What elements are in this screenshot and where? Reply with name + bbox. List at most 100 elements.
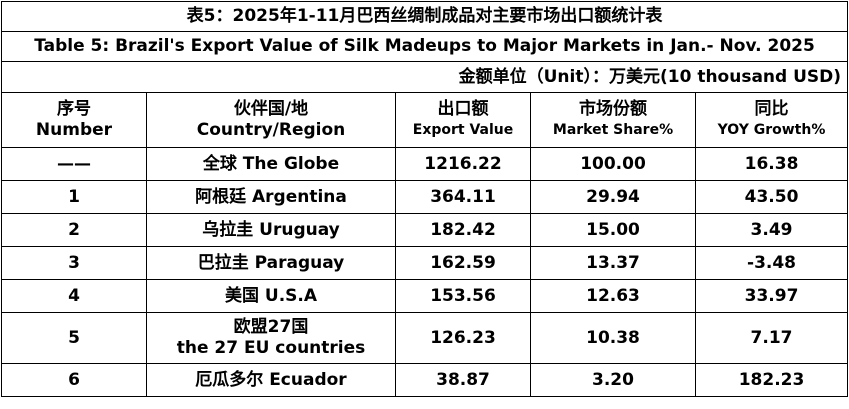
value-cell: 153.56 [395, 279, 531, 313]
cell-text: 同比 [754, 99, 789, 119]
cell-text: the 27 EU countries [176, 338, 366, 358]
cell-text: 10.38 [586, 327, 640, 348]
cell-text: 市场份额 [579, 99, 647, 119]
title-en: Table 5: Brazil's Export Value of Silk M… [0, 31, 849, 62]
header-cell: 同比 YOY Growth% [694, 92, 849, 148]
cell-text: 1 [68, 186, 80, 207]
title-row: Table 5: Brazil's Export Value of Silk M… [0, 31, 849, 62]
cell-text: 伙伴国/地 [233, 99, 309, 119]
growth-cell: 7.17 [694, 312, 849, 364]
table-body: 表5：2025年1-11月巴西丝绸制成品对主要市场出口额统计表 Table 5:… [0, 1, 849, 397]
cell-text: 美国 U.S.A [224, 285, 318, 306]
growth-cell: 33.97 [694, 279, 849, 313]
unit: 金额单位（Unit）：万美元(10 thousand USD) [0, 61, 849, 93]
cell-text: Number [35, 120, 113, 140]
data-row: 5 欧盟27国 the 27 EU countries 126.23 10.38 7.17 [1, 312, 849, 364]
cell-text: 38.87 [436, 369, 490, 390]
country-cell: 厄瓜多尔 Ecuador [146, 363, 396, 397]
cell-text: 7.17 [750, 327, 793, 348]
share-cell: 29.94 [530, 180, 696, 214]
data-row: 2 乌拉圭 Uruguay 182.42 15.00 3.49 [1, 213, 849, 247]
share-cell: 15.00 [530, 213, 696, 247]
cell-text: 4 [68, 285, 80, 306]
cell-text: 1216.22 [424, 153, 502, 174]
share-cell: 13.37 [530, 246, 696, 280]
cell-text: 全球 The Globe [202, 153, 340, 174]
header-cell: 出口额 Export Value [395, 92, 531, 148]
share-cell: 10.38 [530, 312, 696, 364]
value-cell: 364.11 [395, 180, 531, 214]
value-cell: 38.87 [395, 363, 531, 397]
cell-text: 364.11 [430, 186, 496, 207]
export-table: 表5：2025年1-11月巴西丝绸制成品对主要市场出口额统计表 Table 5:… [0, 1, 849, 397]
header-cell: 序号 Number [1, 92, 147, 148]
growth-cell: 3.49 [694, 213, 849, 247]
cell-text: Country/Region [196, 120, 346, 140]
growth-cell: 182.23 [694, 363, 849, 397]
cell-text: 182.42 [430, 219, 496, 240]
number-cell: 1 [1, 180, 147, 214]
data-row: 4 美国 U.S.A 153.56 12.63 33.97 [1, 279, 849, 313]
header-cell: 市场份额 Market Share% [530, 92, 696, 148]
country-cell: 全球 The Globe [146, 147, 396, 181]
cell-text: 欧盟27国 [233, 317, 309, 337]
country-cell: 乌拉圭 Uruguay [146, 213, 396, 247]
unit-row: 金额单位（Unit）：万美元(10 thousand USD) [0, 61, 849, 93]
data-row: —— 全球 The Globe 1216.22 100.00 16.38 [1, 147, 849, 181]
cell-text: 153.56 [430, 285, 496, 306]
cell-text: 29.94 [586, 186, 640, 207]
cell-text: —— [57, 153, 91, 174]
country-cell: 美国 U.S.A [146, 279, 396, 313]
cell-text: 阿根廷 Argentina [195, 186, 347, 207]
number-cell: 5 [1, 312, 147, 364]
number-cell: 4 [1, 279, 147, 313]
cell-text: 乌拉圭 Uruguay [202, 219, 340, 240]
cell-text: 126.23 [430, 327, 496, 348]
data-row: 3 巴拉圭 Paraguay 162.59 13.37 -3.48 [1, 246, 849, 280]
share-cell: 3.20 [530, 363, 696, 397]
share-cell: 12.63 [530, 279, 696, 313]
cell-text: 2 [68, 219, 80, 240]
cell-text: 厄瓜多尔 Ecuador [195, 369, 347, 390]
cell-text: 43.50 [744, 186, 799, 207]
share-cell: 100.00 [530, 147, 696, 181]
cell-text: 序号 [57, 99, 91, 119]
country-cell: 巴拉圭 Paraguay [146, 246, 396, 280]
number-cell: 3 [1, 246, 147, 280]
country-cell: 欧盟27国 the 27 EU countries [146, 312, 396, 364]
cell-text: 出口额 [437, 99, 489, 119]
cell-text: 6 [68, 369, 80, 390]
title-cn: 表5：2025年1-11月巴西丝绸制成品对主要市场出口额统计表 [0, 1, 849, 32]
growth-cell: 16.38 [694, 147, 849, 181]
number-cell: 2 [1, 213, 147, 247]
cell-text: 100.00 [580, 153, 646, 174]
growth-cell: -3.48 [694, 246, 849, 280]
value-cell: 1216.22 [395, 147, 531, 181]
value-cell: 162.59 [395, 246, 531, 280]
cell-text: 162.59 [430, 252, 496, 273]
cell-text: 182.23 [738, 369, 805, 390]
cell-text: 33.97 [744, 285, 799, 306]
data-row: 6 厄瓜多尔 Ecuador 38.87 3.20 182.23 [1, 363, 849, 397]
cell-text: 巴拉圭 Paraguay [197, 252, 345, 273]
title-row: 表5：2025年1-11月巴西丝绸制成品对主要市场出口额统计表 [0, 1, 849, 32]
cell-text: 5 [68, 327, 80, 348]
cell-text: 13.37 [586, 252, 640, 273]
cell-text: 15.00 [586, 219, 640, 240]
number-cell: 6 [1, 363, 147, 397]
cell-text: 12.63 [586, 285, 640, 306]
value-cell: 182.42 [395, 213, 531, 247]
country-cell: 阿根廷 Argentina [146, 180, 396, 214]
cell-text: Export Value [412, 122, 514, 138]
cell-text: 3 [68, 252, 80, 273]
cell-text: -3.48 [747, 252, 797, 273]
cell-text: YOY Growth% [717, 122, 826, 138]
cell-text: Market Share% [552, 122, 674, 138]
value-cell: 126.23 [395, 312, 531, 364]
header-row: 序号 Number 伙伴国/地 Country/Region 出口额 Export Val… [1, 92, 849, 148]
header-cell: 伙伴国/地 Country/Region [146, 92, 396, 148]
growth-cell: 43.50 [694, 180, 849, 214]
cell-text: 16.38 [744, 153, 799, 174]
data-row: 1 阿根廷 Argentina 364.11 29.94 43.50 [1, 180, 849, 214]
